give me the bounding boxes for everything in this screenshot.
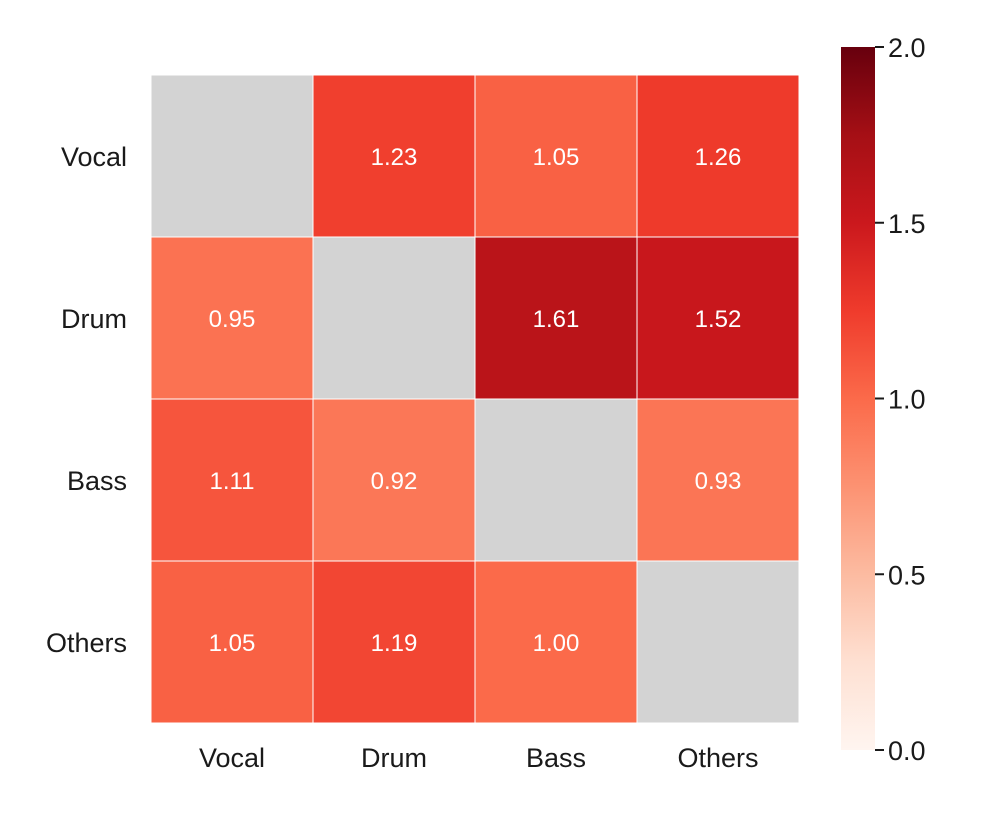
colorbar: 0.0 0.5 1.0 1.5 2.0 bbox=[841, 33, 926, 766]
heatmap-cell-drum-others bbox=[636, 236, 800, 400]
x-tick-label-vocal: Vocal bbox=[199, 743, 265, 773]
cell-value-label: 1.19 bbox=[371, 630, 418, 657]
cell-value-label: 1.00 bbox=[533, 630, 580, 657]
heatmap-cell-bass-vocal bbox=[150, 398, 314, 562]
y-tick-label-others: Others bbox=[46, 628, 127, 658]
heatmap-cell-drum-drum bbox=[312, 236, 476, 400]
cell-value-label: 1.05 bbox=[533, 144, 580, 171]
colorbar-ticks: 0.0 0.5 1.0 1.5 2.0 bbox=[875, 33, 926, 766]
heatmap-cell-bass-bass bbox=[474, 398, 638, 562]
cell-value-label: 1.61 bbox=[533, 306, 580, 333]
y-tick-label-drum: Drum bbox=[61, 304, 127, 334]
y-tick-label-vocal: Vocal bbox=[61, 142, 127, 172]
cell-value-label: 0.95 bbox=[209, 306, 256, 333]
heatmap-cell-vocal-bass bbox=[474, 74, 638, 238]
cell-value-label: 1.52 bbox=[695, 306, 742, 333]
heatmap-cell-others-bass bbox=[474, 560, 638, 724]
x-tick-label-drum: Drum bbox=[361, 743, 427, 773]
heatmap-cell-drum-bass bbox=[474, 236, 638, 400]
cell-value-label: 1.26 bbox=[695, 144, 742, 171]
colorbar-tick-label: 0.0 bbox=[888, 736, 926, 766]
heatmap-cell-bass-drum bbox=[312, 398, 476, 562]
x-tick-label-bass: Bass bbox=[526, 743, 586, 773]
cell-value-label: 1.11 bbox=[210, 468, 255, 495]
colorbar-tick-label: 1.0 bbox=[888, 385, 926, 415]
heatmap-cell-vocal-others bbox=[636, 74, 800, 238]
heatmap-annotations: 1.23 1.05 1.26 0.95 1.61 1.52 1.11 0.92 0.93 1.05… bbox=[209, 144, 742, 657]
heatmap-cell-others-others bbox=[636, 560, 800, 724]
cell-value-label: 1.05 bbox=[209, 630, 256, 657]
colorbar-tick-label: 1.5 bbox=[888, 209, 926, 239]
heatmap-cell-others-vocal bbox=[150, 560, 314, 724]
y-tick-label-bass: Bass bbox=[67, 466, 127, 496]
heatmap-cells bbox=[150, 74, 800, 724]
cell-value-label: 1.23 bbox=[371, 144, 418, 171]
cell-value-label: 0.92 bbox=[371, 468, 418, 495]
colorbar-tick-label: 0.5 bbox=[888, 560, 926, 590]
colorbar-gradient bbox=[841, 47, 875, 750]
x-axis-tick-labels: Vocal Drum Bass Others bbox=[199, 743, 759, 773]
heatmap-cell-drum-vocal bbox=[150, 236, 314, 400]
y-axis-tick-labels: Vocal Drum Bass Others bbox=[46, 142, 127, 658]
x-tick-label-others: Others bbox=[677, 743, 758, 773]
cell-value-label: 0.93 bbox=[695, 468, 742, 495]
colorbar-tick-label: 2.0 bbox=[888, 33, 926, 63]
heatmap-cell-vocal-vocal bbox=[150, 74, 314, 238]
heatmap-cell-vocal-drum bbox=[312, 74, 476, 238]
